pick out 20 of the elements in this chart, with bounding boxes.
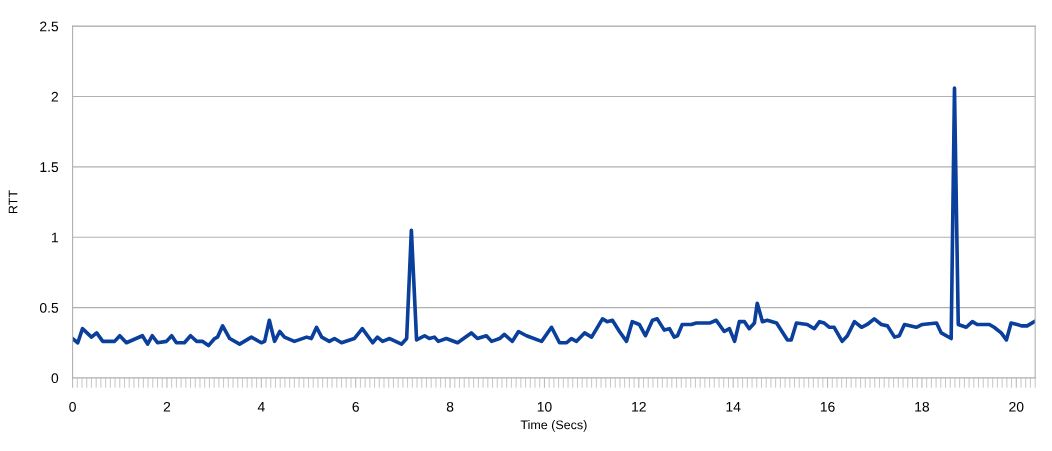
y-tick-label: 1 [52,232,59,243]
x-tick-label: 20 [1009,401,1024,412]
x-tick-label: 2 [163,401,171,412]
x-tick-label: 10 [537,401,552,412]
x-axis-title: Time (Secs) [520,420,587,432]
x-tick-label: 12 [632,401,646,412]
x-tick-label: 0 [69,401,76,412]
y-axis-title: RTT [8,190,18,214]
line-series [72,86,1036,348]
x-tick-label: 8 [446,401,454,412]
y-tick-label: 1.5 [40,162,59,173]
y-tick-label: 2 [51,91,58,102]
x-tick-label: 4 [257,402,265,412]
x-tick-label: 18 [915,401,930,412]
y-tick-label: 0.5 [39,302,59,313]
y-tick-label: 2.5 [40,21,59,32]
x-tick-label: 16 [820,401,835,412]
y-tick-label: 0 [51,373,59,384]
x-tick-label: 14 [726,402,741,412]
x-tick-label: 6 [352,401,359,412]
